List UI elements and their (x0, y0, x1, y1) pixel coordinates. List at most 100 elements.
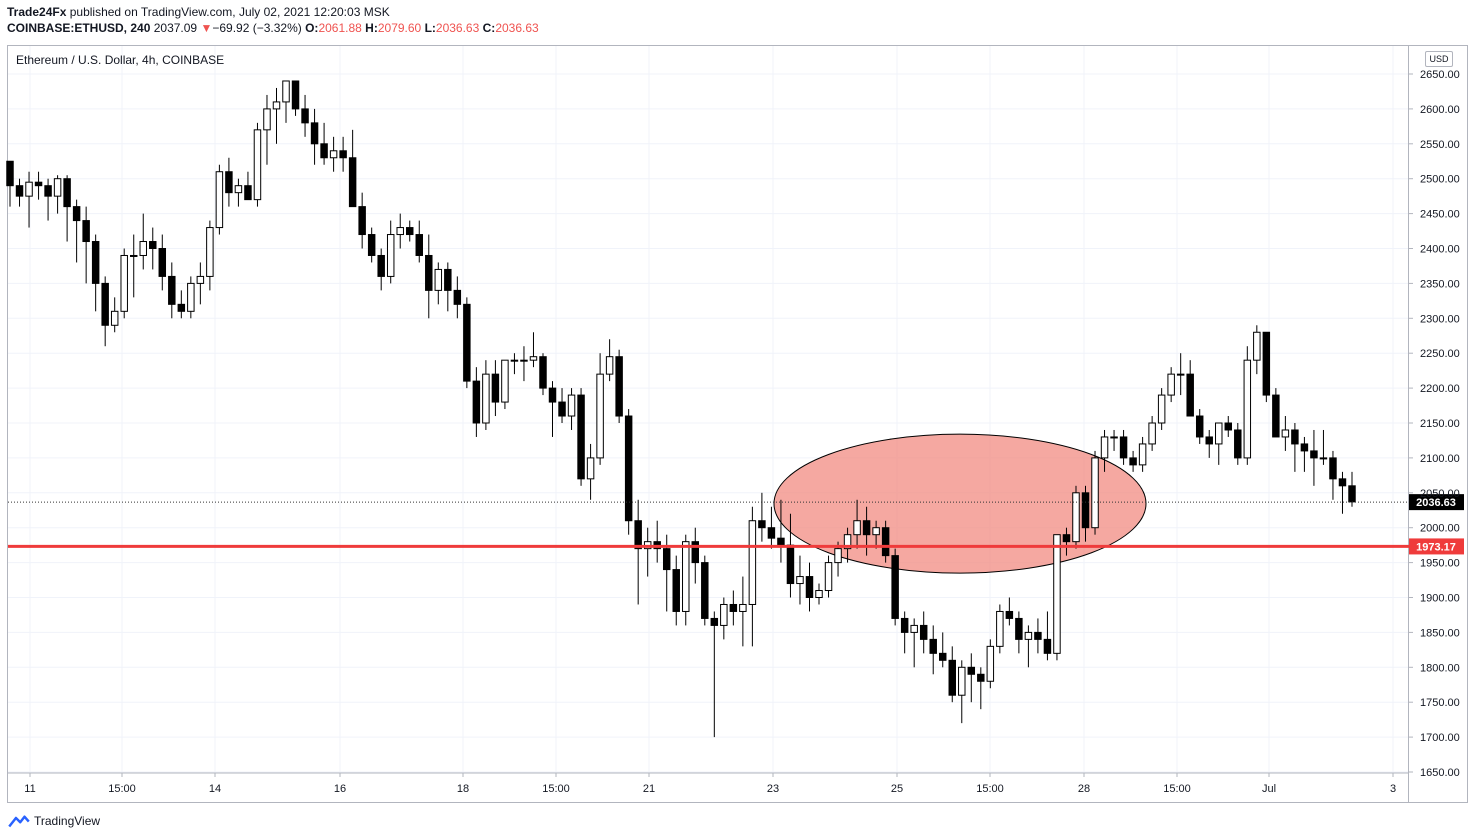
y-tick-label: 2200.00 (1420, 383, 1460, 395)
candle-down (1081, 492, 1090, 529)
candle-up (1110, 436, 1118, 439)
y-tick-label: 2250.00 (1420, 348, 1460, 360)
candle-down (491, 373, 500, 403)
y-tick-label: 1750.00 (1420, 697, 1460, 709)
y-tick-label: 1650.00 (1420, 767, 1460, 779)
current-price-label: 2036.63 (1416, 497, 1456, 509)
candle-down (72, 206, 81, 222)
price-axis[interactable] (1409, 45, 1468, 803)
candle-down (63, 178, 71, 208)
brand-name: TradingView (34, 814, 101, 828)
footer-brand[interactable]: TradingView (8, 814, 100, 828)
candle-down (1348, 485, 1356, 503)
candle-down (1234, 429, 1242, 459)
candle-down (377, 254, 385, 277)
candle-down (406, 227, 414, 236)
candle-down (101, 282, 109, 326)
candle-down (577, 394, 585, 480)
candle-down (1062, 534, 1071, 543)
candle-up (739, 603, 747, 612)
close-label: C: (482, 21, 496, 35)
publication-header: Trade24Fx published on TradingView.com, … (7, 4, 539, 36)
candle-up (1091, 457, 1099, 529)
low-value: 2036.63 (435, 21, 480, 35)
candle-up (748, 520, 757, 605)
candle-up (110, 310, 119, 326)
candle-down (310, 122, 319, 145)
candle-down (919, 624, 928, 640)
candle-down (539, 356, 547, 389)
candle-up (501, 359, 509, 403)
candle-down (358, 206, 366, 236)
x-tick-label: 11 (24, 783, 35, 795)
chart-pane[interactable] (7, 45, 1409, 803)
candle-down (558, 401, 566, 417)
candle-down (929, 638, 937, 654)
highlight-zone (773, 433, 1147, 574)
publisher-name[interactable]: Trade24Fx (7, 5, 67, 19)
candle-up (187, 282, 195, 312)
candle-up (329, 150, 338, 159)
x-tick-label: Jul (1262, 783, 1276, 795)
candle-up (1167, 373, 1175, 396)
candle-down (1224, 422, 1233, 431)
y-tick-label: 2100.00 (1420, 453, 1460, 465)
candle-down (1119, 436, 1128, 459)
candle-down (34, 181, 43, 187)
candle-down (1186, 373, 1194, 417)
close-value: 2036.63 (495, 21, 539, 35)
y-tick-label: 2150.00 (1420, 418, 1460, 430)
candle-down (444, 268, 452, 291)
open-value: 2061.88 (318, 21, 362, 35)
currency-badge[interactable]: USD (1425, 51, 1453, 67)
candle-up (1148, 422, 1156, 445)
candle-up (1243, 359, 1252, 459)
candle-down (701, 562, 709, 619)
candle-up (815, 590, 823, 599)
y-axis-labels: 2650.00 2600.00 2550.00 2500.00 2450.00 2400.… (1409, 69, 1460, 779)
candle-up (529, 356, 538, 361)
candle-down (1034, 631, 1042, 640)
candle-down (1015, 617, 1023, 640)
y-tick-label: 2050.00 (1420, 488, 1460, 500)
candle-down (82, 220, 90, 243)
candle-down (339, 150, 347, 159)
y-tick-label: 2650.00 (1420, 69, 1460, 81)
candle-down (1338, 478, 1347, 487)
x-tick-label: 15:00 (976, 783, 1004, 795)
candle-down (672, 569, 680, 612)
candle-up (586, 457, 595, 480)
y-tick-label: 1950.00 (1420, 558, 1460, 570)
y-tick-label: 2000.00 (1420, 523, 1460, 535)
symbol-label: COINBASE:ETHUSD, 240 (7, 21, 151, 35)
candle-up (253, 129, 262, 201)
candle-up (958, 666, 966, 696)
x-tick-label: 21 (643, 783, 655, 795)
candle-down (1129, 457, 1137, 466)
y-tick-label: 2350.00 (1420, 278, 1460, 290)
candle-up (834, 548, 842, 564)
candle-up (596, 373, 604, 459)
candle-down (881, 527, 890, 557)
chart-title: Ethereum / U.S. Dollar, 4h, COINBASE (16, 53, 225, 67)
candle-down (1329, 457, 1337, 480)
current-price-tag (1409, 494, 1464, 511)
candle-down (425, 254, 433, 291)
candle-up (824, 562, 833, 592)
price-change: −69.92 (−3.32%) (212, 21, 302, 35)
candle-down (1310, 450, 1318, 459)
candle-down (225, 171, 233, 194)
candle-up (1100, 436, 1109, 459)
candle-down (786, 544, 795, 585)
candle-down (710, 617, 719, 626)
x-tick-label: 3 (1390, 783, 1396, 795)
candle-down (320, 143, 328, 159)
candles (6, 80, 1356, 738)
candle-down (244, 185, 252, 201)
x-tick-label: 15:00 (108, 783, 136, 795)
candle-down (44, 185, 52, 197)
candle-up (1176, 373, 1185, 376)
candle-down (767, 527, 776, 539)
last-price: 2037.09 (153, 21, 198, 35)
